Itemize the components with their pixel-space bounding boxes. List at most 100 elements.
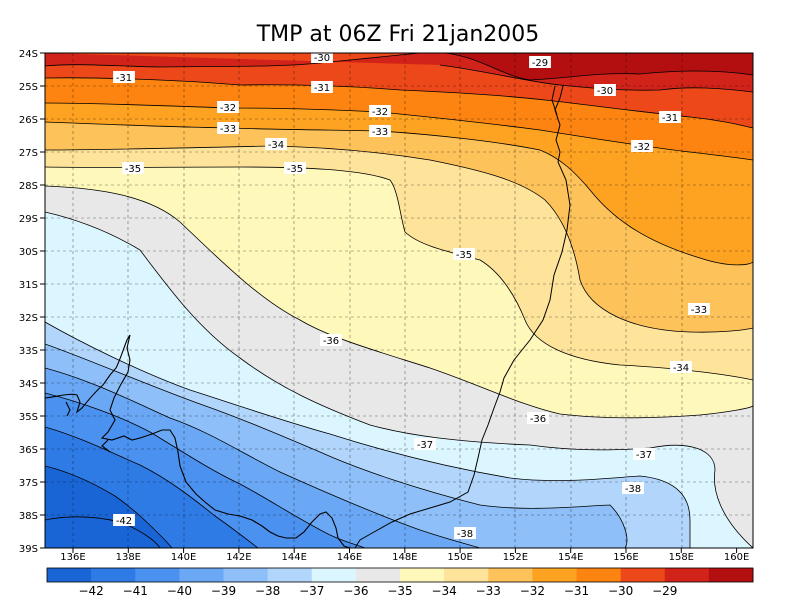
lon-tick-label: 138E — [116, 552, 141, 563]
colorbar-swatch — [620, 568, 666, 582]
contour-label: -36 — [323, 336, 339, 347]
lat-tick-label: 26S — [19, 115, 38, 126]
lat-tick-label: 33S — [19, 346, 38, 357]
contour-label: -42 — [116, 516, 132, 527]
map-gridlines — [45, 53, 753, 548]
contour-label-bg — [631, 140, 653, 152]
colorbar-label: −29 — [652, 584, 677, 598]
colorbar-swatch — [47, 568, 92, 582]
contour-label-bg — [529, 56, 551, 68]
lat-tick-label: 39S — [19, 544, 38, 555]
colorbar-label: −31 — [564, 584, 589, 598]
contour-label-bg — [454, 527, 476, 539]
contour-labels: -30 -29 -31 -31 -30 -32 -32 -31 -33 -33 -32 -34 -35 -… — [113, 51, 710, 540]
colorbar-swatch — [311, 568, 357, 582]
contour-label-bg — [284, 162, 306, 174]
colorbar-swatch — [91, 568, 136, 582]
contour-label: -31 — [116, 73, 132, 84]
contour-label-bg — [113, 514, 135, 526]
lat-tick-label: 34S — [19, 379, 38, 390]
lon-tick-label: 144E — [281, 552, 306, 563]
contour-label-bg — [369, 105, 391, 117]
contour-label: -33 — [372, 127, 388, 138]
lat-tick-label: 30S — [19, 247, 38, 258]
colorbar-label: −42 — [78, 584, 103, 598]
colorbar-swatch — [532, 568, 577, 582]
contour-label: -30 — [314, 53, 330, 64]
colorbar-label: −38 — [255, 584, 280, 598]
lon-tick-label: 152E — [503, 552, 528, 563]
colorbar-label: −37 — [299, 584, 324, 598]
contour-label: -34 — [268, 140, 284, 151]
lon-tick-label: 150E — [447, 552, 472, 563]
contour-label-bg — [659, 111, 681, 123]
contour-label-bg — [369, 125, 391, 137]
colorbar-swatch — [444, 568, 489, 582]
contour-label-bg — [453, 248, 475, 260]
contour-label-bg — [217, 122, 239, 134]
contour-label-bg — [122, 162, 144, 174]
colorbar-swatch — [400, 568, 445, 582]
contour-lines — [45, 53, 753, 548]
colorbar-label: −34 — [431, 584, 456, 598]
map-title: TMP at 06Z Fri 21jan2005 — [256, 22, 540, 47]
state-borders — [354, 85, 571, 548]
contour-label: -36 — [530, 414, 546, 425]
latitude-axis: 24S 25S 26S 27S 28S 29S 30S 31S 32S 33S 34S 35S 36S 3… — [19, 49, 45, 555]
colorbar-label: −40 — [167, 584, 192, 598]
colorbar-label: −35 — [387, 584, 412, 598]
colorbar-label: −36 — [343, 584, 368, 598]
colorbar-swatch — [179, 568, 224, 582]
lon-tick-label: 148E — [392, 552, 417, 563]
contour-label: -30 — [597, 86, 613, 97]
contour-label: -37 — [636, 450, 652, 461]
contour-label: -38 — [457, 529, 473, 540]
colorbar-swatch — [708, 568, 754, 582]
lon-tick-label: 136E — [60, 552, 85, 563]
map-frame — [44, 52, 754, 549]
contour-label-bg — [320, 334, 342, 346]
colorbar-swatch — [488, 568, 533, 582]
lon-tick-label: 142E — [226, 552, 251, 563]
lat-tick-label: 36S — [19, 445, 38, 456]
lat-tick-label: 38S — [19, 511, 38, 522]
contour-label: -35 — [287, 164, 303, 175]
lon-tick-label: 160E — [724, 552, 749, 563]
colorbar-label: −33 — [476, 584, 501, 598]
contour-label-bg — [311, 51, 333, 63]
colorbar-label: −39 — [211, 584, 236, 598]
contour-label: -34 — [673, 363, 689, 374]
lon-tick-label: 154E — [558, 552, 583, 563]
colorbar-label: −30 — [608, 584, 633, 598]
contour-label-bg — [311, 81, 333, 93]
lat-tick-label: 37S — [19, 478, 38, 489]
lat-tick-label: 29S — [19, 214, 38, 225]
lat-tick-label: 31S — [19, 280, 38, 291]
colorbar: −42 −41 −40 −39 −38 −37 −36 −35 −34 −33 −32 −31 −30 −… — [46, 567, 754, 598]
contour-label: -32 — [372, 107, 388, 118]
contour-label-bg — [622, 482, 644, 494]
contour-label: -35 — [125, 164, 141, 175]
contour-label: -38 — [625, 484, 641, 495]
lon-tick-label: 146E — [337, 552, 362, 563]
contour-label: -33 — [220, 124, 236, 135]
colorbar-swatch — [267, 568, 313, 582]
contour-label: -32 — [634, 142, 650, 153]
lat-tick-label: 28S — [19, 181, 38, 192]
contour-label: -31 — [314, 83, 330, 94]
colorbar-frame — [46, 567, 754, 583]
colorbar-swatch — [664, 568, 710, 582]
contour-label-bg — [217, 101, 239, 113]
contour-label-bg — [688, 303, 710, 315]
colorbar-swatch — [355, 568, 401, 582]
lon-tick-label: 156E — [613, 552, 638, 563]
lat-tick-label: 27S — [19, 148, 38, 159]
contour-label-bg — [633, 448, 655, 460]
contour-label: -32 — [220, 103, 236, 114]
contour-label-bg — [527, 412, 549, 424]
contour-label: -33 — [691, 305, 707, 316]
contour-label-bg — [113, 71, 135, 83]
lon-tick-label: 140E — [171, 552, 196, 563]
temperature-field — [45, 53, 753, 548]
